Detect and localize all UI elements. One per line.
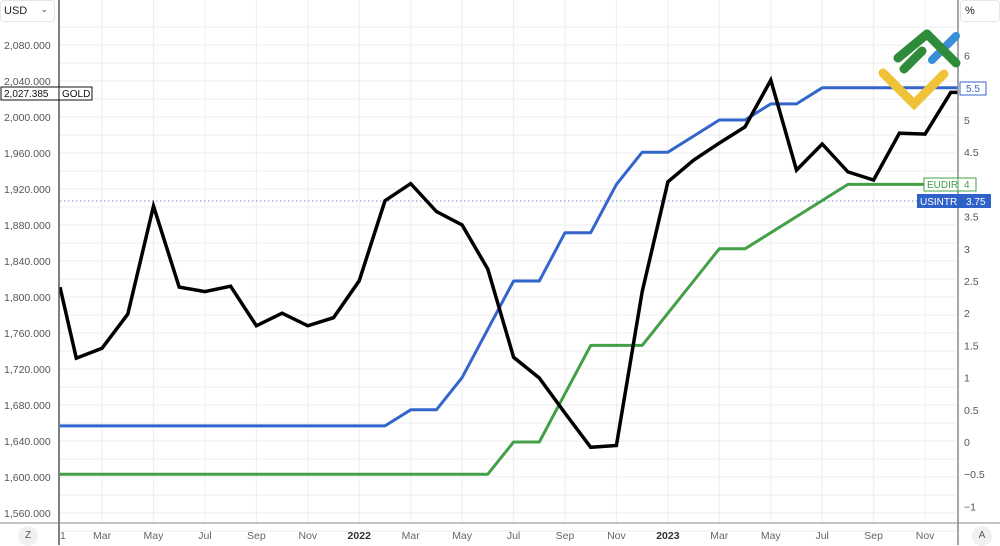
auto-scale-button[interactable]: A bbox=[972, 526, 992, 546]
unit-select[interactable]: % bbox=[960, 0, 1000, 22]
x-axis-tick-label: May bbox=[144, 530, 165, 542]
unit-label: % bbox=[965, 5, 975, 17]
x-axis-tick-label: Sep bbox=[247, 530, 266, 542]
x-axis-tick-label: Nov bbox=[298, 530, 317, 542]
right-axis-tick-label: 0 bbox=[964, 437, 970, 449]
left-axis-tick-label: 1,560.000 bbox=[4, 508, 51, 520]
right-axis-tick-label: 4.5 bbox=[964, 147, 979, 159]
right-axis-tick-label: 1 bbox=[964, 373, 970, 385]
usintr-tag-box bbox=[917, 194, 991, 208]
left-axis-tick-label: 1,640.000 bbox=[4, 436, 51, 448]
gold-price-label: 2,027.385 bbox=[4, 89, 49, 100]
right-axis-tick-label: 2 bbox=[964, 308, 970, 320]
right-axis-ticks: 6 5.5 5 4.5 4 3.5 3 2.5 2 1.5 1 0.5 0 −0.5 −1 bbox=[964, 51, 985, 514]
right-axis-tick-label: 3.5 bbox=[964, 212, 979, 224]
currency-select[interactable]: USD ⌄ bbox=[0, 0, 55, 22]
chevron-down-icon: ⌄ bbox=[40, 4, 48, 14]
right-axis-tick-label: 6 bbox=[964, 51, 970, 63]
currency-label: USD bbox=[4, 5, 28, 17]
right-axis-tick-label: 2.5 bbox=[964, 276, 979, 288]
x-axis-tick-label: Jul bbox=[815, 530, 828, 542]
brand-logo-icon bbox=[878, 29, 961, 111]
x-axis-tick-label: 2023 bbox=[656, 530, 680, 542]
eudir-value: 4 bbox=[964, 180, 970, 191]
x-axis-tick-label: Nov bbox=[916, 530, 935, 542]
x-axis-tick-label: Jul bbox=[198, 530, 211, 542]
eudir-tag: EUDIR bbox=[927, 180, 958, 191]
x-axis-tick-label: 1 bbox=[60, 530, 66, 542]
grid-lines bbox=[60, 0, 958, 532]
x-axis-tick-label: Nov bbox=[607, 530, 626, 542]
x-axis-tick-label: Sep bbox=[864, 530, 883, 542]
usintr-value-tag-box bbox=[959, 81, 987, 96]
left-axis-tick-label: 1,840.000 bbox=[4, 256, 51, 268]
right-axis-tick-label: −1 bbox=[964, 501, 976, 513]
right-axis-tick-label: 3 bbox=[964, 244, 970, 256]
left-axis-tick-label: 1,600.000 bbox=[4, 472, 51, 484]
eudir-line[interactable] bbox=[60, 182, 958, 476]
gold-tag-box bbox=[58, 86, 93, 101]
x-axis-tick-label: Mar bbox=[710, 530, 729, 542]
plot-series bbox=[58, 75, 958, 476]
x-axis-tick-label: Mar bbox=[93, 530, 112, 542]
gold-tag: GOLD bbox=[62, 89, 90, 100]
x-axis-tick-label: Mar bbox=[402, 530, 421, 542]
x-axis-ticks: 1 Mar May Jul Sep Nov 2022 Mar May Jul Sep Nov 2023 M… bbox=[60, 530, 935, 542]
eudir-value-box bbox=[957, 177, 977, 192]
x-axis-tick-label: Jul bbox=[507, 530, 520, 542]
usintr-value-tag: 5.5 bbox=[966, 84, 980, 95]
left-axis-tick-label: 1,880.000 bbox=[4, 220, 51, 232]
right-axis-tick-label: 1.5 bbox=[964, 340, 979, 352]
x-axis-tick-label: May bbox=[761, 530, 782, 542]
left-axis-ticks: 2,080.000 2,040.000 2,000.000 1,960.000 1,92… bbox=[4, 40, 51, 520]
left-axis-tick-label: 1,800.000 bbox=[4, 292, 51, 304]
gold-line[interactable] bbox=[58, 75, 958, 450]
x-axis-tick-label: 2022 bbox=[348, 530, 372, 542]
x-axis-tick-label: Sep bbox=[556, 530, 575, 542]
left-axis-tick-label: 1,680.000 bbox=[4, 400, 51, 412]
left-axis-tick-label: 1,960.000 bbox=[4, 148, 51, 160]
usintr-value: 3.75 bbox=[966, 197, 986, 208]
left-axis-tick-label: 1,920.000 bbox=[4, 184, 51, 196]
x-axis-tick-label: May bbox=[452, 530, 473, 542]
usintr-line[interactable] bbox=[60, 86, 958, 428]
usintr-tag: USINTR bbox=[920, 197, 957, 208]
left-axis-tick-label: 1,720.000 bbox=[4, 364, 51, 376]
left-axis-tick-label: 1,760.000 bbox=[4, 328, 51, 340]
right-axis-tick-label: 0.5 bbox=[964, 405, 979, 417]
left-axis-tick-label: 2,080.000 bbox=[4, 40, 51, 52]
left-axis-tick-label: 2,040.000 bbox=[4, 76, 51, 88]
zoom-button[interactable]: Z bbox=[18, 526, 38, 546]
right-axis-tick-label: −0.5 bbox=[964, 469, 985, 481]
right-axis-tick-label: 5 bbox=[964, 115, 970, 127]
left-axis-tick-label: 2,000.000 bbox=[4, 112, 51, 124]
